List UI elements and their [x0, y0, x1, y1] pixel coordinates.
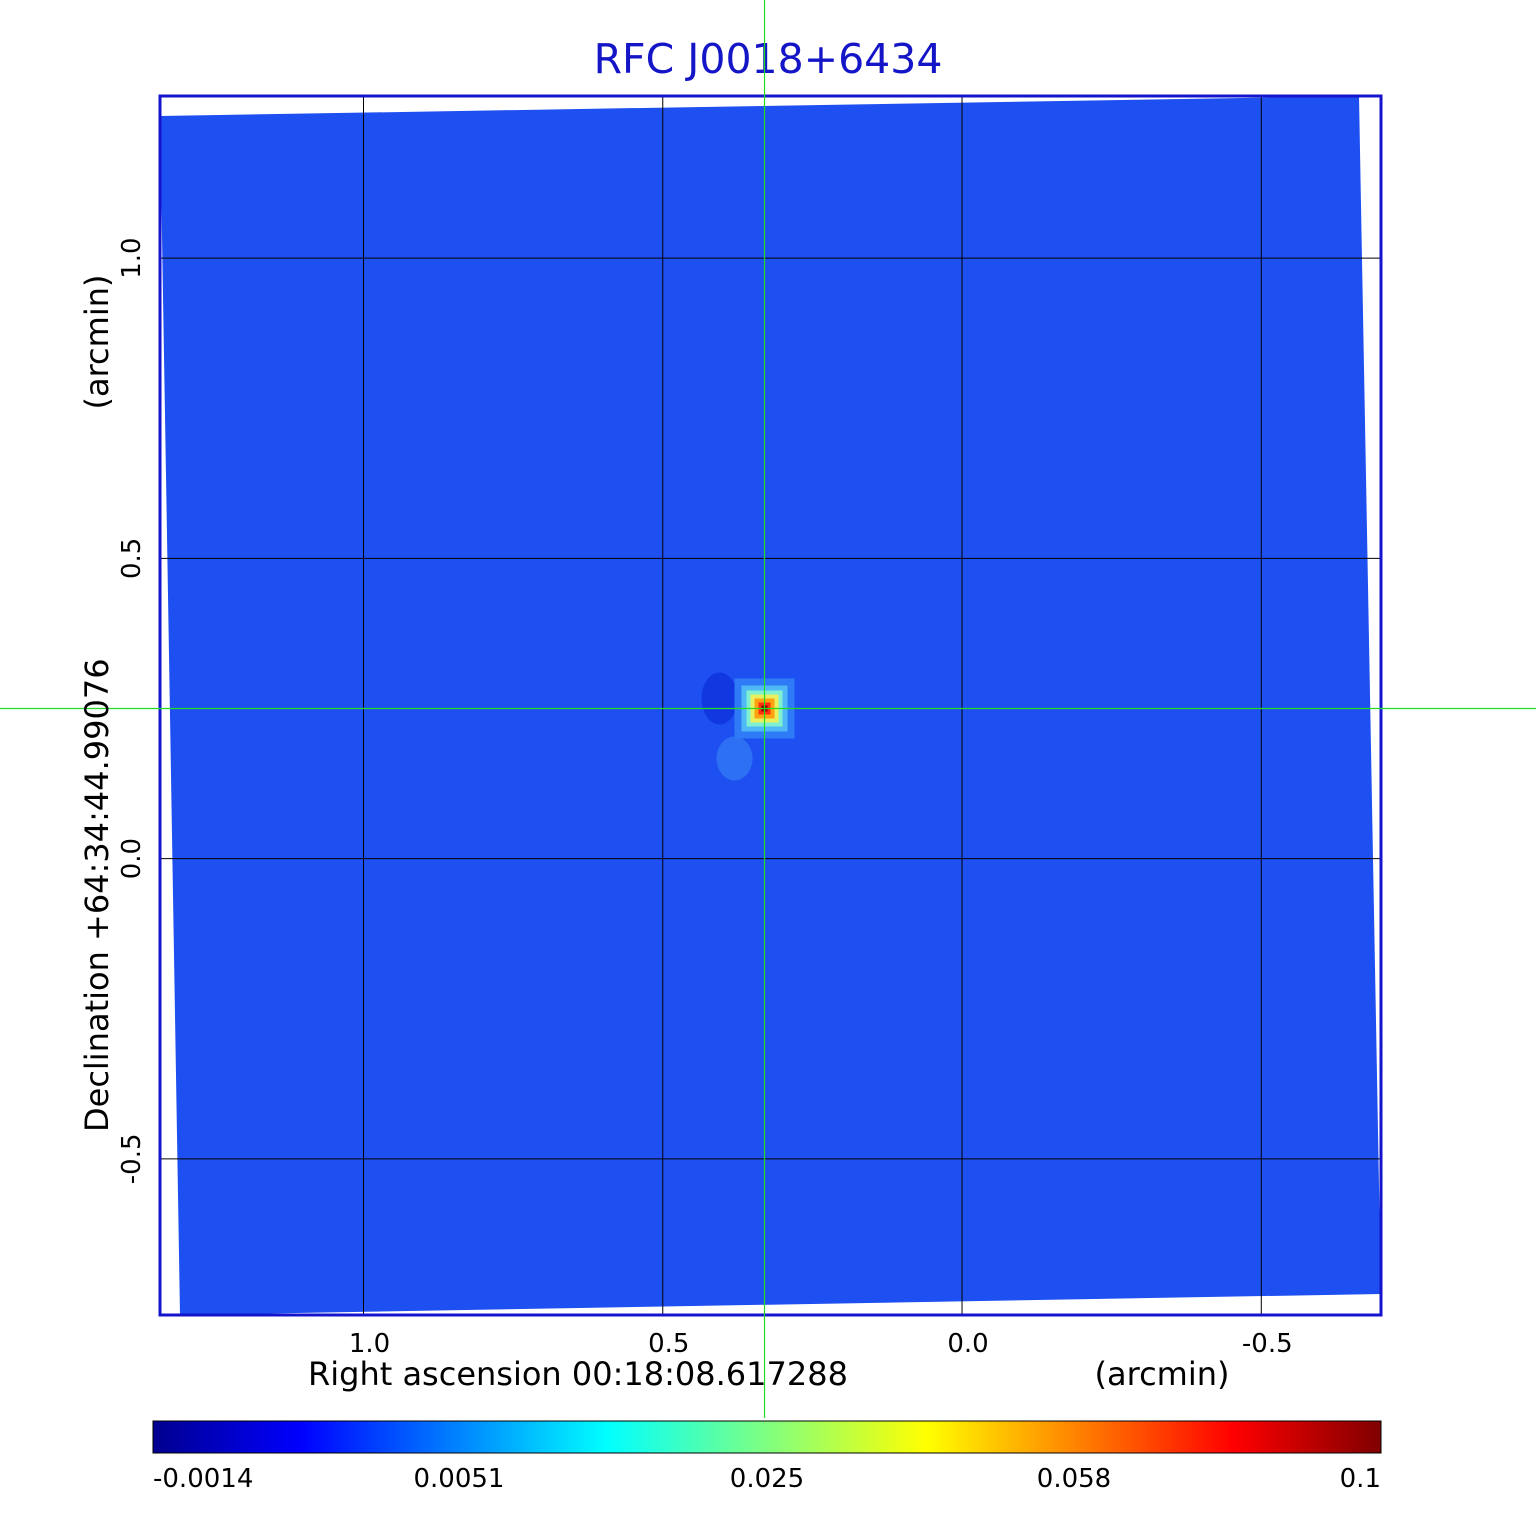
x-tick-label: -0.5 — [1242, 1329, 1293, 1359]
x-axis-label: Right ascension 00:18:08.617288 — [308, 1355, 848, 1393]
source-sidelobe-lower — [716, 736, 753, 781]
chart-title: RFC J0018+6434 — [594, 35, 943, 83]
source-sidelobe-left — [701, 672, 738, 725]
colorbar-tick-label: 0.058 — [1037, 1464, 1111, 1494]
y-tick-label: 1.0 — [117, 237, 147, 278]
x-tick-label: 1.0 — [349, 1329, 390, 1359]
plot-frame — [158, 94, 1383, 1317]
x-axis-unit: (arcmin) — [1095, 1355, 1230, 1393]
colorbar-tick-labels: -0.0014 0.0051 0.025 0.058 0.1 — [153, 1464, 1381, 1494]
y-tick-labels: 1.0 0.5 0.0 -0.5 — [117, 237, 147, 1184]
x-tick-label: 0.5 — [648, 1329, 689, 1359]
x-tick-labels: 1.0 0.5 0.0 -0.5 — [349, 1329, 1293, 1359]
colorbar — [152, 1420, 1382, 1454]
grid-lines — [160, 96, 1381, 1315]
colorbar-tick-label: 0.025 — [730, 1464, 804, 1494]
colorbar-tick-label: -0.0014 — [153, 1464, 253, 1494]
colorbar-tick-label: 0.1 — [1340, 1464, 1381, 1494]
y-axis-label: Declination +64:34:44.99076 — [78, 658, 116, 1132]
y-tick-label: 0.5 — [117, 538, 147, 579]
y-tick-label: 0.0 — [117, 838, 147, 879]
y-axis-unit: (arcmin) — [78, 275, 116, 410]
colorbar-tick-label: 0.0051 — [414, 1464, 505, 1494]
x-tick-label: 0.0 — [947, 1329, 988, 1359]
crosshair-outer — [0, 0, 1536, 1418]
y-tick-label: -0.5 — [117, 1134, 147, 1185]
